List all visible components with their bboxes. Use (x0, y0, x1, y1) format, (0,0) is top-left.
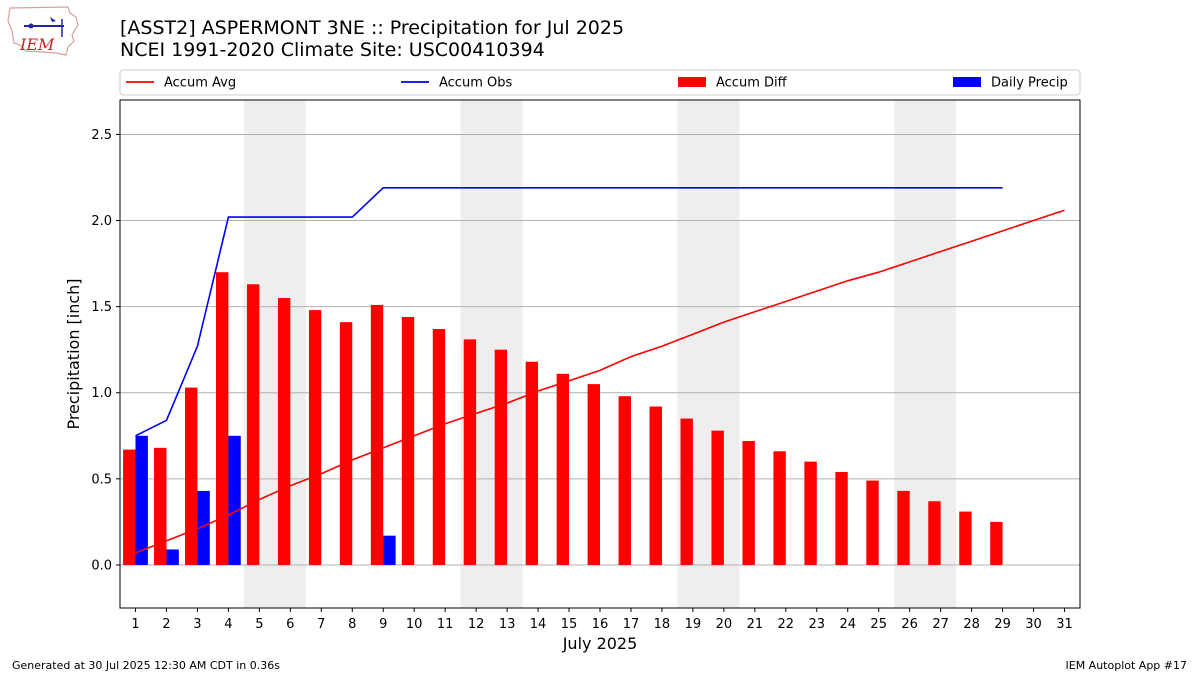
accum-diff-bar (525, 361, 539, 565)
legend-label-accum-diff: Accum Diff (716, 76, 788, 91)
x-tick-label: 22 (778, 617, 795, 632)
chart-title: [ASST2] ASPERMONT 3NE :: Precipitation f… (120, 17, 625, 39)
x-tick-label: 3 (193, 617, 201, 632)
x-tick-label: 2 (162, 617, 170, 632)
accum-diff-bar (185, 387, 198, 565)
x-tick-label: 20 (716, 617, 733, 632)
x-tick-label: 14 (530, 617, 547, 632)
logo-lettering: IEM (19, 35, 55, 54)
accum-diff-bar (432, 329, 446, 565)
accum-diff-bar (216, 272, 229, 565)
accum-diff-bar (339, 322, 353, 565)
legend-swatch-accum-diff (678, 77, 706, 87)
y-axis-title: Precipitation [inch] (64, 278, 83, 429)
accum-diff-bar (649, 406, 662, 565)
legend-swatch-daily-precip (953, 77, 981, 87)
accum-diff-bar (866, 480, 879, 565)
x-tick-label: 27 (932, 617, 949, 632)
x-axis: 1 2 3 4 5 6 7 8 9 10 11 12 13 14 15 16 17 18 19 20 21 22 23 24 2… (131, 608, 1073, 632)
x-tick-label: 23 (809, 617, 826, 632)
accum-diff-bar (308, 310, 322, 565)
app-note: IEM Autoplot App #17 (1065, 659, 1188, 672)
x-tick-label: 12 (468, 617, 485, 632)
x-tick-label: 19 (685, 617, 702, 632)
accum-diff-bar (773, 451, 786, 565)
legend-box (119, 69, 1081, 96)
daily-precip-bar (228, 435, 241, 565)
accum-diff-bar (928, 501, 941, 565)
x-tick-label: 6 (286, 617, 294, 632)
accum-diff-bar (246, 284, 260, 565)
accum-diff-bar (680, 418, 693, 565)
x-tick-label: 4 (224, 617, 232, 632)
x-tick-label: 1 (131, 617, 139, 632)
accum-diff-bar (123, 449, 136, 565)
chart-subtitle: NCEI 1991-2020 Climate Site: USC00410394 (120, 39, 545, 61)
y-tick-label: 2.0 (91, 214, 112, 229)
accum-diff-bar (897, 490, 910, 565)
accum-diff-bar (494, 349, 508, 565)
x-tick-label: 18 (654, 617, 671, 632)
y-tick-label: 1.0 (91, 386, 112, 401)
x-tick-label: 24 (839, 617, 856, 632)
accum-diff-bar (959, 511, 972, 565)
daily-precip-bar (135, 435, 148, 565)
x-tick-label: 16 (592, 617, 609, 632)
accum-diff-bar (556, 373, 570, 565)
x-axis-title: July 2025 (562, 634, 638, 653)
iem-logo: IEM (6, 5, 82, 63)
accum-diff-bar (618, 396, 631, 565)
accum-diff-bar (804, 461, 817, 565)
x-tick-label: 11 (437, 617, 454, 632)
accum-diff-bar (990, 521, 1003, 565)
x-tick-label: 7 (317, 617, 325, 632)
legend-label-accum-avg: Accum Avg (164, 76, 236, 91)
generated-note: Generated at 30 Jul 2025 12:30 AM CDT in… (12, 659, 280, 672)
x-tick-label: 31 (1056, 617, 1073, 632)
accum-diff-bar (742, 440, 755, 565)
legend-label-accum-obs: Accum Obs (439, 76, 512, 91)
y-tick-label: 2.5 (91, 128, 112, 143)
accum-diff-bar (277, 298, 291, 565)
x-tick-label: 21 (747, 617, 764, 632)
accum-diff-bar (154, 447, 167, 565)
x-tick-label: 30 (1025, 617, 1042, 632)
accum-diff-bar (587, 384, 600, 565)
accum-diff-bar (711, 430, 724, 565)
legend-label-daily-precip: Daily Precip (991, 76, 1068, 91)
y-tick-label: 1.5 (91, 300, 112, 315)
x-tick-label: 5 (255, 617, 263, 632)
daily-precip-bar (197, 490, 210, 565)
accum-diff-bar (370, 304, 384, 565)
x-tick-label: 29 (994, 617, 1011, 632)
x-tick-label: 15 (561, 617, 578, 632)
accum-obs-line (135, 187, 1003, 437)
daily-precip-bar (166, 549, 179, 565)
accum-avg-line (135, 209, 1065, 554)
y-tick-label: 0.5 (91, 472, 112, 487)
accum-diff-bar (835, 471, 848, 565)
x-tick-label: 25 (870, 617, 887, 632)
accum-diff-bar (401, 316, 415, 565)
x-tick-label: 13 (499, 617, 516, 632)
x-tick-label: 8 (348, 617, 356, 632)
y-tick-label: 0.0 (91, 558, 112, 573)
x-tick-label: 9 (379, 617, 387, 632)
chart-legend: Accum Avg Accum Obs Accum Diff Daily Precip (119, 69, 1081, 96)
x-tick-label: 10 (406, 617, 423, 632)
daily-precip-bar (383, 535, 396, 565)
y-axis: 0.0 0.5 1.0 1.5 2.0 2.5 (91, 128, 120, 573)
accum-diff-bar (463, 339, 477, 565)
x-tick-label: 28 (963, 617, 980, 632)
x-tick-label: 17 (623, 617, 640, 632)
x-tick-label: 26 (901, 617, 918, 632)
